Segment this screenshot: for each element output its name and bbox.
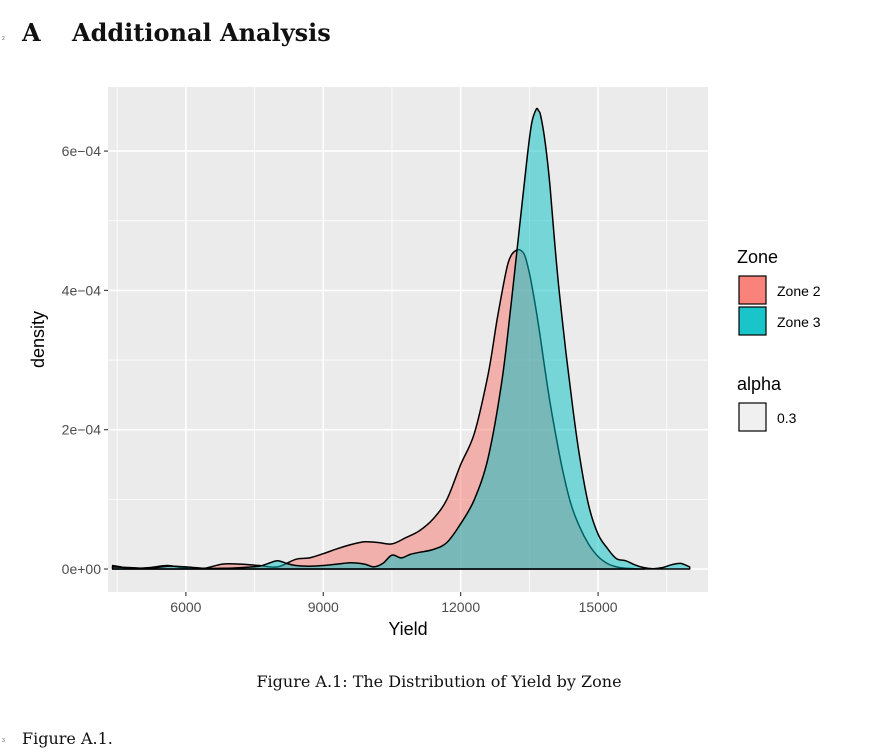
series-layer	[111, 107, 691, 570]
density-chart: 6000 9000 12000 15000 0e+00 2e−04 4e−04 6e−04 Y…	[28, 87, 821, 639]
x-tick-label: 9000	[308, 599, 339, 615]
x-tick-label: 6000	[170, 599, 201, 615]
line-number: 2	[2, 36, 5, 42]
legend-key-alpha	[738, 402, 767, 432]
legend-alpha-title: alpha	[737, 374, 782, 394]
x-tick-label: 15000	[579, 599, 618, 615]
legend-label-zone-3: Zone 3	[777, 314, 821, 330]
y-axis-title: density	[28, 311, 48, 368]
section-heading: A Additional Analysis	[22, 18, 331, 47]
legend-label-zone-2: Zone 2	[777, 283, 821, 299]
y-tick-label: 0e+00	[62, 561, 102, 577]
density-area-zone-3	[111, 107, 691, 570]
x-axis-title: Yield	[388, 619, 427, 639]
legend-label-alpha: 0.3	[777, 410, 797, 426]
y-tick-label: 2e−04	[62, 422, 102, 438]
axes: 6000 9000 12000 15000 0e+00 2e−04 4e−04 6e−04	[62, 143, 618, 615]
section-number: A	[22, 18, 41, 47]
section-title: Additional Analysis	[72, 18, 331, 47]
y-tick-label: 6e−04	[62, 143, 102, 159]
body-text: Figure A.1.	[22, 729, 113, 748]
line-number: 3	[2, 738, 5, 744]
legend: Zone Zone 2 Zone 3 alpha 0.3	[737, 247, 821, 432]
legend-zone-title: Zone	[737, 247, 778, 267]
legend-key-zone-2	[738, 275, 767, 305]
y-tick-label: 4e−04	[62, 282, 102, 298]
plot-panel	[108, 87, 708, 592]
figure-caption: Figure A.1: The Distribution of Yield by…	[256, 672, 622, 691]
legend-key-zone-3	[738, 306, 767, 336]
x-tick-label: 12000	[441, 599, 480, 615]
